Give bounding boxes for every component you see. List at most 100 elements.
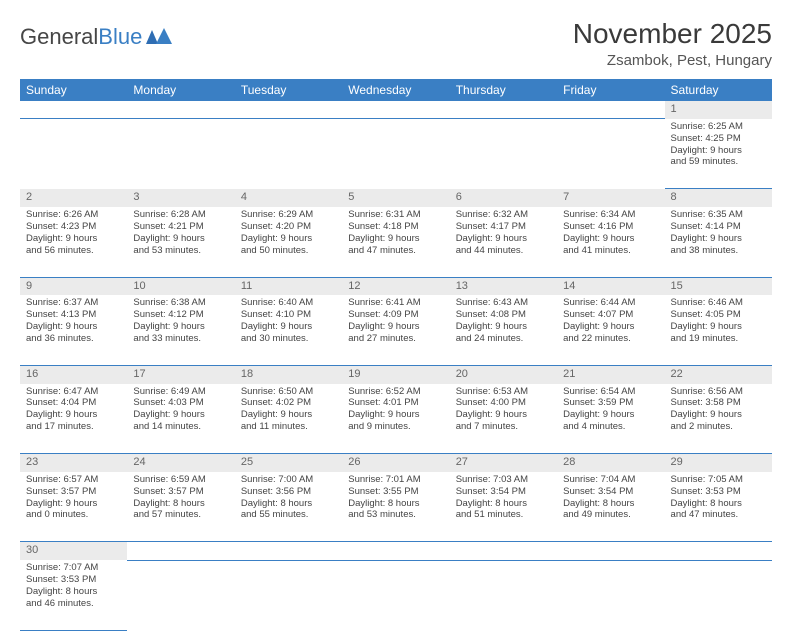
month-title: November 2025 [573,18,772,50]
day-day1: Daylight: 9 hours [456,233,551,245]
detail-row: Sunrise: 6:25 AMSunset: 4:25 PMDaylight:… [20,119,772,189]
daynum-row: 30 [20,542,772,560]
day-sunset: Sunset: 4:07 PM [563,309,658,321]
location: Zsambok, Pest, Hungary [573,52,772,69]
day-number: 27 [450,454,557,472]
flag-icon [146,28,172,46]
day-day2: and 53 minutes. [348,509,443,521]
day-cell: Sunrise: 6:25 AMSunset: 4:25 PMDaylight:… [665,119,772,189]
day-number: 9 [20,277,127,295]
day-sunset: Sunset: 3:54 PM [456,486,551,498]
daynum-row: 16171819202122 [20,365,772,383]
day-sunset: Sunset: 4:25 PM [671,133,766,145]
empty-cell [235,542,342,560]
day-day2: and 50 minutes. [241,245,336,257]
day-sunset: Sunset: 3:55 PM [348,486,443,498]
day-cell: Sunrise: 6:34 AMSunset: 4:16 PMDaylight:… [557,207,664,277]
empty-cell [665,560,772,630]
day-cell: Sunrise: 6:44 AMSunset: 4:07 PMDaylight:… [557,295,664,365]
day-number: 2 [20,189,127,207]
logo-text: GeneralBlue [20,24,142,50]
daynum-row: 2345678 [20,189,772,207]
day-day2: and 24 minutes. [456,333,551,345]
day-number: 6 [450,189,557,207]
day-cell: Sunrise: 7:01 AMSunset: 3:55 PMDaylight:… [342,472,449,542]
day-sunset: Sunset: 4:18 PM [348,221,443,233]
day-sunrise: Sunrise: 6:31 AM [348,209,443,221]
day-header: Monday [127,79,234,101]
day-header: Thursday [450,79,557,101]
day-day1: Daylight: 8 hours [456,498,551,510]
day-sunrise: Sunrise: 7:07 AM [26,562,121,574]
day-day2: and 41 minutes. [563,245,658,257]
empty-cell [557,560,664,630]
day-day1: Daylight: 9 hours [671,233,766,245]
day-sunset: Sunset: 3:53 PM [26,574,121,586]
day-day1: Daylight: 8 hours [26,586,121,598]
day-day1: Daylight: 9 hours [241,321,336,333]
day-cell: Sunrise: 6:52 AMSunset: 4:01 PMDaylight:… [342,384,449,454]
day-sunrise: Sunrise: 7:04 AM [563,474,658,486]
day-number: 19 [342,365,449,383]
day-number: 4 [235,189,342,207]
day-day1: Daylight: 9 hours [563,321,658,333]
day-day2: and 49 minutes. [563,509,658,521]
day-day2: and 51 minutes. [456,509,551,521]
day-sunrise: Sunrise: 6:46 AM [671,297,766,309]
calendar-head: SundayMondayTuesdayWednesdayThursdayFrid… [20,79,772,101]
day-day2: and 44 minutes. [456,245,551,257]
day-day2: and 19 minutes. [671,333,766,345]
empty-cell [127,119,234,189]
day-number: 8 [665,189,772,207]
day-day1: Daylight: 9 hours [348,233,443,245]
day-number: 12 [342,277,449,295]
day-cell: Sunrise: 6:43 AMSunset: 4:08 PMDaylight:… [450,295,557,365]
day-cell: Sunrise: 6:46 AMSunset: 4:05 PMDaylight:… [665,295,772,365]
day-number: 25 [235,454,342,472]
day-cell: Sunrise: 7:05 AMSunset: 3:53 PMDaylight:… [665,472,772,542]
day-day2: and 30 minutes. [241,333,336,345]
day-cell: Sunrise: 6:37 AMSunset: 4:13 PMDaylight:… [20,295,127,365]
day-day2: and 33 minutes. [133,333,228,345]
empty-cell [450,101,557,119]
day-sunrise: Sunrise: 6:43 AM [456,297,551,309]
day-number: 7 [557,189,664,207]
detail-row: Sunrise: 6:57 AMSunset: 3:57 PMDaylight:… [20,472,772,542]
day-number: 11 [235,277,342,295]
day-sunrise: Sunrise: 7:01 AM [348,474,443,486]
empty-cell [557,101,664,119]
day-cell: Sunrise: 7:04 AMSunset: 3:54 PMDaylight:… [557,472,664,542]
day-day1: Daylight: 9 hours [133,321,228,333]
empty-cell [665,542,772,560]
day-day2: and 14 minutes. [133,421,228,433]
day-sunset: Sunset: 4:10 PM [241,309,336,321]
day-cell: Sunrise: 6:26 AMSunset: 4:23 PMDaylight:… [20,207,127,277]
empty-cell [342,560,449,630]
page-header: GeneralBlue November 2025 Zsambok, Pest,… [20,18,772,69]
detail-row: Sunrise: 6:26 AMSunset: 4:23 PMDaylight:… [20,207,772,277]
day-day2: and 47 minutes. [671,509,766,521]
empty-cell [127,560,234,630]
day-cell: Sunrise: 6:56 AMSunset: 3:58 PMDaylight:… [665,384,772,454]
daynum-row: 23242526272829 [20,454,772,472]
detail-row: Sunrise: 6:37 AMSunset: 4:13 PMDaylight:… [20,295,772,365]
day-day1: Daylight: 9 hours [26,321,121,333]
day-day2: and 36 minutes. [26,333,121,345]
empty-cell [342,101,449,119]
day-sunset: Sunset: 4:20 PM [241,221,336,233]
day-sunrise: Sunrise: 6:50 AM [241,386,336,398]
day-day1: Daylight: 8 hours [671,498,766,510]
day-day2: and 11 minutes. [241,421,336,433]
day-sunrise: Sunrise: 6:28 AM [133,209,228,221]
empty-cell [450,560,557,630]
day-number: 5 [342,189,449,207]
day-sunrise: Sunrise: 6:56 AM [671,386,766,398]
day-cell: Sunrise: 6:38 AMSunset: 4:12 PMDaylight:… [127,295,234,365]
day-day1: Daylight: 9 hours [348,409,443,421]
day-cell: Sunrise: 6:41 AMSunset: 4:09 PMDaylight:… [342,295,449,365]
day-number: 1 [665,101,772,119]
day-day2: and 2 minutes. [671,421,766,433]
empty-cell [235,119,342,189]
day-sunset: Sunset: 4:09 PM [348,309,443,321]
day-day1: Daylight: 9 hours [456,321,551,333]
